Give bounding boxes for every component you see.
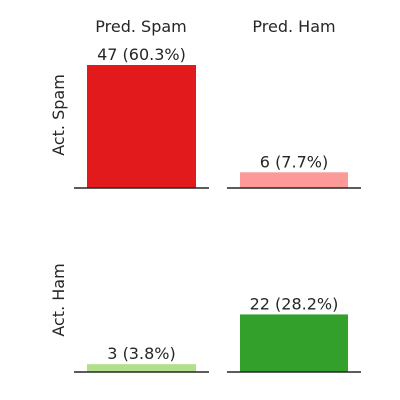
bar-r0-c1 (240, 172, 348, 188)
bar-label-r0-c0: 47 (60.3%) (97, 45, 186, 64)
col-label-pred-ham: Pred. Ham (252, 17, 335, 36)
col-label-pred-spam: Pred. Spam (95, 17, 186, 36)
row-label-act-spam: Act. Spam (49, 74, 68, 156)
row-label-act-ham: Act. Ham (49, 263, 68, 336)
bar-label-r0-c1: 6 (7.7%) (260, 152, 328, 171)
bar-label-r1-c1: 22 (28.2%) (250, 294, 339, 313)
bar-r0-c0 (87, 65, 196, 188)
bar-r1-c0 (87, 364, 196, 372)
bar-r1-c1 (240, 314, 348, 372)
bar-label-r1-c0: 3 (3.8%) (107, 344, 175, 363)
